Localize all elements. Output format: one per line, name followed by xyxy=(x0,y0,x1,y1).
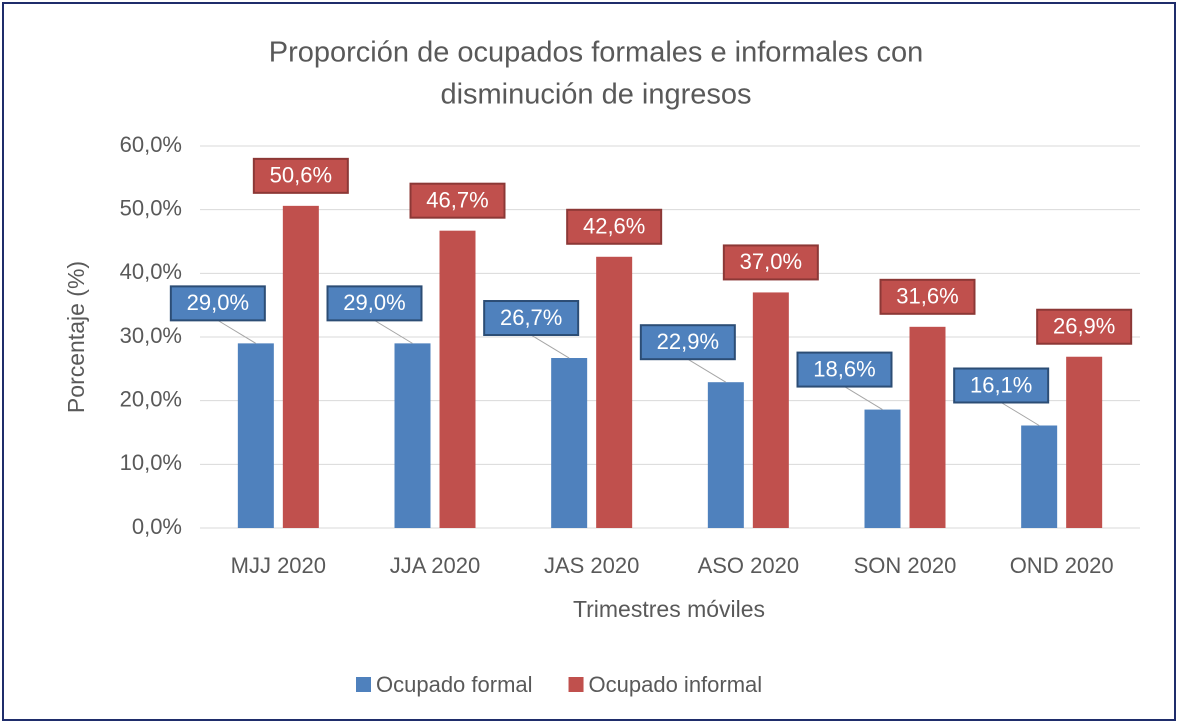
y-tick-label: 60,0% xyxy=(120,132,182,157)
leader-line xyxy=(687,358,727,383)
bar xyxy=(596,256,633,528)
data-label-box xyxy=(953,367,1050,404)
bar xyxy=(752,292,789,528)
data-label-box xyxy=(722,244,819,281)
data-label: 18,6% xyxy=(813,356,875,381)
legend-swatch xyxy=(568,677,584,692)
chart-title: disminución de ingresos xyxy=(440,79,751,111)
data-label-box xyxy=(566,208,663,245)
data-label: 31,6% xyxy=(896,284,958,309)
y-tick-label: 40,0% xyxy=(120,259,182,284)
y-tick-label: 0,0% xyxy=(132,514,182,539)
data-label: 26,7% xyxy=(500,305,562,330)
bar xyxy=(394,343,431,528)
leader-line xyxy=(1000,402,1040,426)
bar xyxy=(864,409,901,528)
data-label-box xyxy=(483,300,580,337)
y-tick-label: 50,0% xyxy=(120,195,182,220)
data-label-box xyxy=(1036,308,1133,345)
x-axis-title: Trimestres móviles xyxy=(573,596,765,622)
data-label-box xyxy=(879,278,976,315)
y-axis-title: Porcentaje (%) xyxy=(63,261,89,413)
data-label: 42,6% xyxy=(583,214,645,239)
bar xyxy=(237,343,274,528)
bar xyxy=(551,358,588,528)
x-tick-label: SON 2020 xyxy=(854,553,957,578)
leader-line xyxy=(530,334,570,359)
x-tick-label: OND 2020 xyxy=(1010,553,1114,578)
bar xyxy=(707,382,744,528)
data-label: 46,7% xyxy=(426,187,488,212)
leader-line xyxy=(844,386,883,411)
x-tick-label: JAS 2020 xyxy=(544,553,639,578)
y-tick-label: 10,0% xyxy=(120,450,182,475)
y-tick-label: 20,0% xyxy=(120,386,182,411)
data-label-box xyxy=(326,285,423,322)
data-label: 26,9% xyxy=(1053,314,1115,339)
x-tick-label: JJA 2020 xyxy=(390,553,481,578)
data-label-box xyxy=(169,285,266,322)
x-tick-label: ASO 2020 xyxy=(698,553,800,578)
x-tick-label: MJJ 2020 xyxy=(231,553,326,578)
data-label-box xyxy=(252,157,349,194)
bar xyxy=(909,326,946,528)
leader-line xyxy=(374,319,413,344)
data-label-box xyxy=(639,324,736,361)
data-label: 29,0% xyxy=(187,290,249,315)
chart-title: Proporción de ocupados formales e inform… xyxy=(269,37,923,69)
data-label: 29,0% xyxy=(343,290,405,315)
data-label-box xyxy=(796,351,893,388)
bar xyxy=(1021,425,1058,528)
data-label: 50,6% xyxy=(270,163,332,188)
y-tick-label: 30,0% xyxy=(120,323,182,348)
bar xyxy=(282,205,319,528)
legend-label: Ocupado informal xyxy=(589,672,763,697)
legend-swatch xyxy=(356,677,371,692)
data-label: 16,1% xyxy=(970,372,1032,397)
data-label: 37,0% xyxy=(740,249,802,274)
leader-line xyxy=(217,319,257,344)
data-label: 22,9% xyxy=(657,329,719,354)
data-label-box xyxy=(409,182,506,219)
bar xyxy=(439,230,476,528)
legend-label: Ocupado formal xyxy=(376,672,533,697)
bar xyxy=(1066,356,1103,528)
